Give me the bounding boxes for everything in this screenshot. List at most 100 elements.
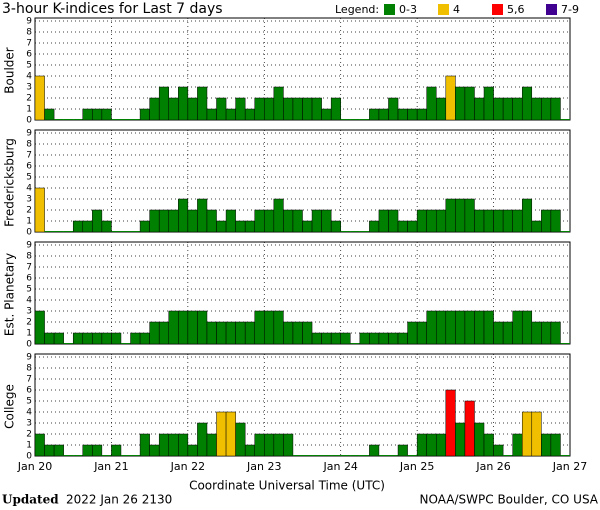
bar — [378, 209, 389, 233]
bar — [44, 108, 55, 121]
bar — [235, 422, 246, 457]
bar — [178, 198, 189, 233]
bar — [493, 444, 504, 457]
bar — [92, 209, 103, 233]
bar — [178, 310, 189, 345]
y-tick-label: 4 — [26, 184, 32, 194]
bar — [92, 332, 103, 345]
x-tick-label: Jan 22 — [170, 460, 205, 473]
y-tick-label: 2 — [26, 94, 32, 104]
bar — [283, 97, 294, 121]
bar — [283, 321, 294, 345]
bar — [531, 220, 542, 233]
bar — [168, 310, 179, 345]
bar — [493, 97, 504, 121]
bar — [292, 321, 303, 345]
y-tick-label: 0 — [26, 340, 32, 350]
bar — [531, 321, 542, 345]
bar — [244, 444, 255, 457]
y-tick-label: 3 — [26, 83, 32, 93]
bar — [474, 422, 485, 457]
bar — [541, 209, 552, 233]
bar — [225, 209, 236, 233]
bar — [311, 209, 322, 233]
bar — [264, 433, 275, 457]
bar — [225, 411, 236, 457]
legend-title: Legend: — [335, 3, 379, 16]
y-tick-label: 7 — [26, 263, 32, 273]
bar — [321, 332, 332, 345]
bar — [139, 108, 150, 121]
bar — [502, 209, 513, 233]
bar — [350, 231, 360, 232]
bar — [483, 310, 494, 345]
bar — [206, 209, 217, 233]
bar — [149, 444, 160, 457]
bar — [44, 332, 55, 345]
panel-label: Est. Planetary — [3, 253, 17, 336]
legend-swatch — [546, 4, 557, 15]
bar — [216, 411, 227, 457]
bar — [225, 108, 236, 121]
bar — [550, 321, 561, 345]
bar — [397, 220, 408, 233]
footer-date: 2022 Jan 26 2130 — [66, 493, 172, 507]
footer-updated: Updated — [2, 493, 59, 507]
bar — [311, 97, 322, 121]
bar — [72, 332, 84, 345]
y-tick-label: 7 — [26, 39, 32, 49]
bar — [178, 433, 189, 457]
bar — [369, 332, 380, 345]
bar — [416, 209, 427, 233]
bar — [216, 321, 227, 345]
bar — [483, 86, 494, 121]
bar — [397, 108, 408, 121]
bar — [130, 332, 141, 345]
bar — [359, 119, 370, 120]
y-tick-label: 7 — [26, 151, 32, 161]
bar — [359, 455, 370, 456]
bar — [73, 455, 83, 456]
bar — [541, 97, 552, 121]
bar — [120, 455, 131, 456]
y-tick-label: 0 — [26, 116, 32, 126]
y-tick-label: 5 — [26, 397, 32, 407]
bar — [111, 444, 122, 457]
bar — [521, 198, 533, 233]
bar — [292, 209, 303, 233]
bar — [350, 119, 360, 120]
y-tick-label: 5 — [26, 173, 32, 183]
x-tick-label: Jan 23 — [246, 460, 281, 473]
bar — [283, 209, 294, 233]
bar — [101, 220, 112, 233]
y-tick-label: 4 — [26, 408, 32, 418]
bar — [455, 86, 466, 121]
bar — [158, 321, 169, 345]
bar — [264, 310, 275, 345]
bar — [244, 108, 255, 121]
bar — [331, 455, 341, 456]
bar — [455, 422, 466, 457]
bar — [436, 433, 447, 457]
bar — [483, 433, 494, 457]
bar — [158, 86, 169, 121]
bar — [340, 119, 351, 120]
y-tick-label: 8 — [26, 364, 32, 374]
legend-swatch — [384, 4, 395, 15]
bar — [53, 332, 64, 345]
x-axis-label: Coordinate Universal Time (UTC) — [189, 479, 385, 493]
bar — [273, 86, 284, 121]
bar — [149, 209, 160, 233]
bar — [139, 220, 150, 233]
bar — [168, 433, 179, 457]
bar — [560, 455, 570, 456]
bar — [436, 97, 447, 121]
bar — [321, 108, 332, 121]
bar — [197, 310, 208, 345]
bar — [120, 343, 131, 344]
bar — [63, 119, 74, 120]
bar — [82, 108, 93, 121]
x-tick-label: Jan 21 — [93, 460, 128, 473]
y-tick-label: 5 — [26, 285, 32, 295]
